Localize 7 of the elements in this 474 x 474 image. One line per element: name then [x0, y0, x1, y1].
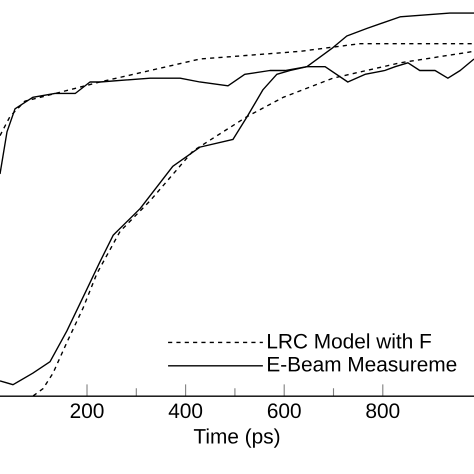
legend-label: E-Beam Measureme [268, 357, 456, 372]
x-tick-label: 200 [70, 403, 104, 418]
x-tick-label: 600 [268, 403, 301, 418]
x-axis-title: Time (ps) [194, 428, 280, 448]
legend-label: LRC Model with F [268, 333, 431, 349]
x-tick-label: 800 [366, 403, 400, 418]
x-tick-label: 400 [168, 403, 202, 418]
